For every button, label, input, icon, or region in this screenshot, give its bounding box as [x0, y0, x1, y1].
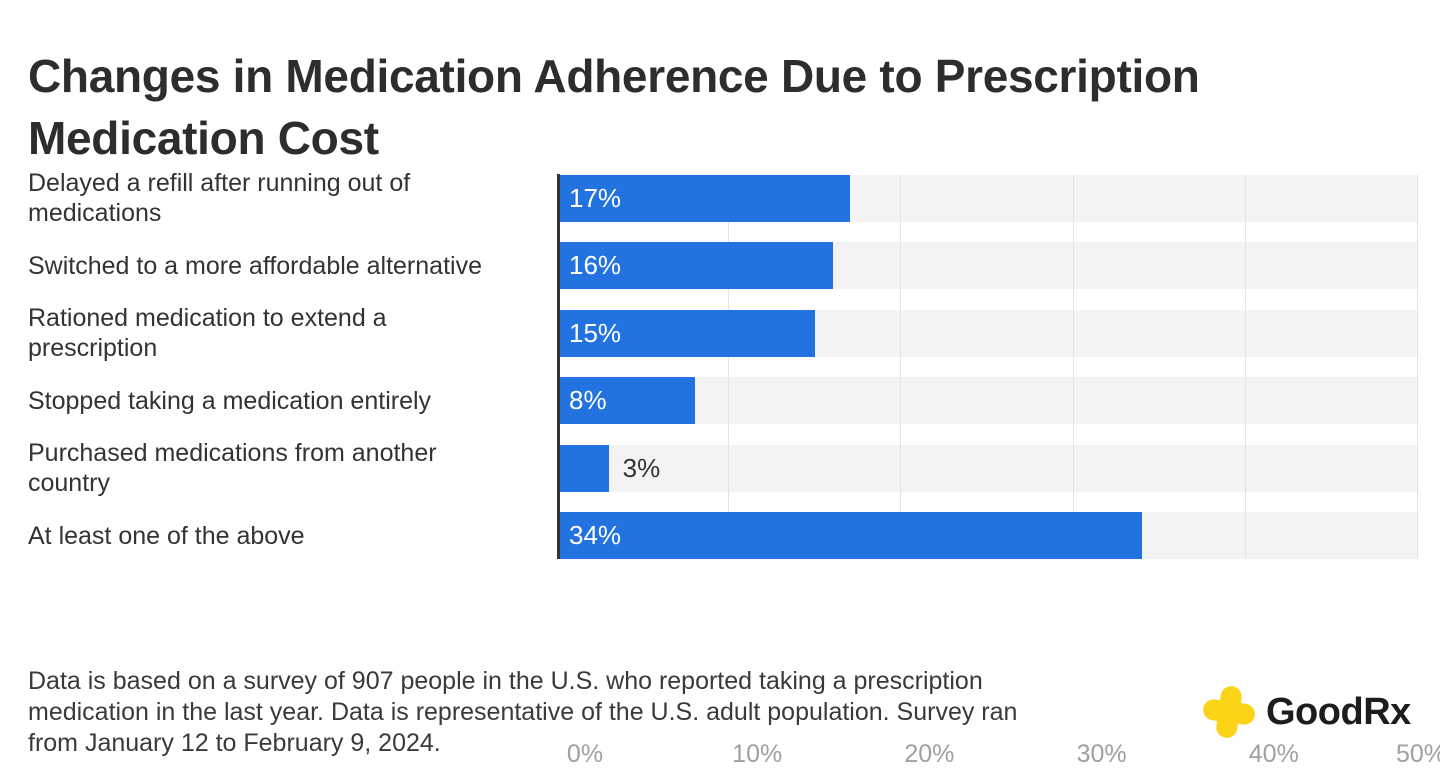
bar-chart-rows: Delayed a refill after running out of me… [28, 169, 1418, 560]
goodrx-logo-text: GoodRx [1266, 690, 1411, 733]
gridline [728, 175, 730, 560]
bar-value-label: 8% [569, 385, 607, 416]
category-label: At least one of the above [28, 521, 305, 550]
gridline-overlay [557, 175, 1418, 560]
goodrx-logo: GoodRx [1201, 683, 1411, 741]
gridline [1417, 175, 1418, 560]
bar: 34% [557, 512, 1143, 560]
x-axis-tick-label: 50% [1395, 740, 1440, 768]
bar-track: 34% [557, 512, 1418, 560]
y-axis-line [557, 174, 560, 560]
category-label: Stopped taking a medication entirely [28, 386, 432, 415]
category-label: Rationed medication to extend a prescrip… [28, 304, 387, 363]
bar-value-label: 15% [569, 317, 622, 348]
chart-row: Purchased medications from another count… [28, 439, 1418, 498]
category-label: Delayed a refill after running out of me… [28, 169, 411, 228]
chart-row: At least one of the above 34% [28, 512, 1418, 560]
bar-value-label: 17% [569, 182, 622, 213]
category-label: Purchased medications from another count… [28, 439, 437, 498]
bar: 15% [557, 309, 816, 357]
chart-row: Switched to a more affordable alternativ… [28, 242, 1418, 290]
bar-track: 17% [557, 175, 1418, 222]
bar: 3% [557, 444, 660, 492]
bar-track: 8% [557, 377, 1418, 425]
chart-row: Delayed a refill after running out of me… [28, 169, 1418, 228]
x-axis-tick-label: 40% [1248, 740, 1299, 768]
gridline [900, 175, 902, 560]
bar: 16% [557, 242, 833, 290]
chart-row: Rationed medication to extend a prescrip… [28, 304, 1418, 363]
source-note: Data is based on a survey of 907 people … [28, 667, 1018, 757]
bar: 17% [557, 175, 850, 222]
category-label: Switched to a more affordable alternativ… [28, 251, 482, 280]
gridline [1244, 175, 1246, 560]
bar: 8% [557, 377, 695, 425]
bar-track: 16% [557, 242, 1418, 290]
x-axis-tick-label: 30% [1076, 740, 1127, 768]
page-title: Changes in Medication Adherence Due to P… [28, 49, 1200, 164]
bar-track: 3% [557, 444, 1418, 492]
bar-value-label: 3% [622, 452, 661, 483]
gridline [1072, 175, 1074, 560]
bar-chart: Delayed a refill after running out of me… [28, 169, 1440, 768]
chart-row: Stopped taking a medication entirely 8% [28, 377, 1418, 425]
bar-track: 15% [557, 309, 1418, 357]
goodrx-plus-icon [1203, 686, 1255, 738]
bar-value-label: 16% [569, 250, 622, 281]
bar-value-label: 34% [569, 520, 622, 551]
